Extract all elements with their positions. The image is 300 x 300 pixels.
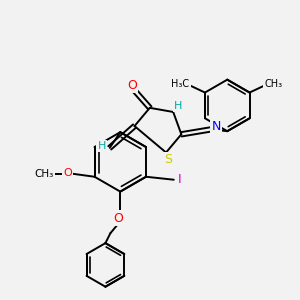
Text: H: H <box>98 141 106 151</box>
Text: H: H <box>174 101 182 111</box>
Text: CH₃: CH₃ <box>264 79 282 88</box>
Text: O: O <box>113 212 123 225</box>
Text: N: N <box>211 120 221 133</box>
Text: I: I <box>178 173 181 186</box>
Text: H₃C: H₃C <box>171 79 189 88</box>
Text: CH₃: CH₃ <box>34 169 54 179</box>
Text: S: S <box>164 153 172 166</box>
Text: O: O <box>63 168 72 178</box>
Text: O: O <box>127 79 137 92</box>
